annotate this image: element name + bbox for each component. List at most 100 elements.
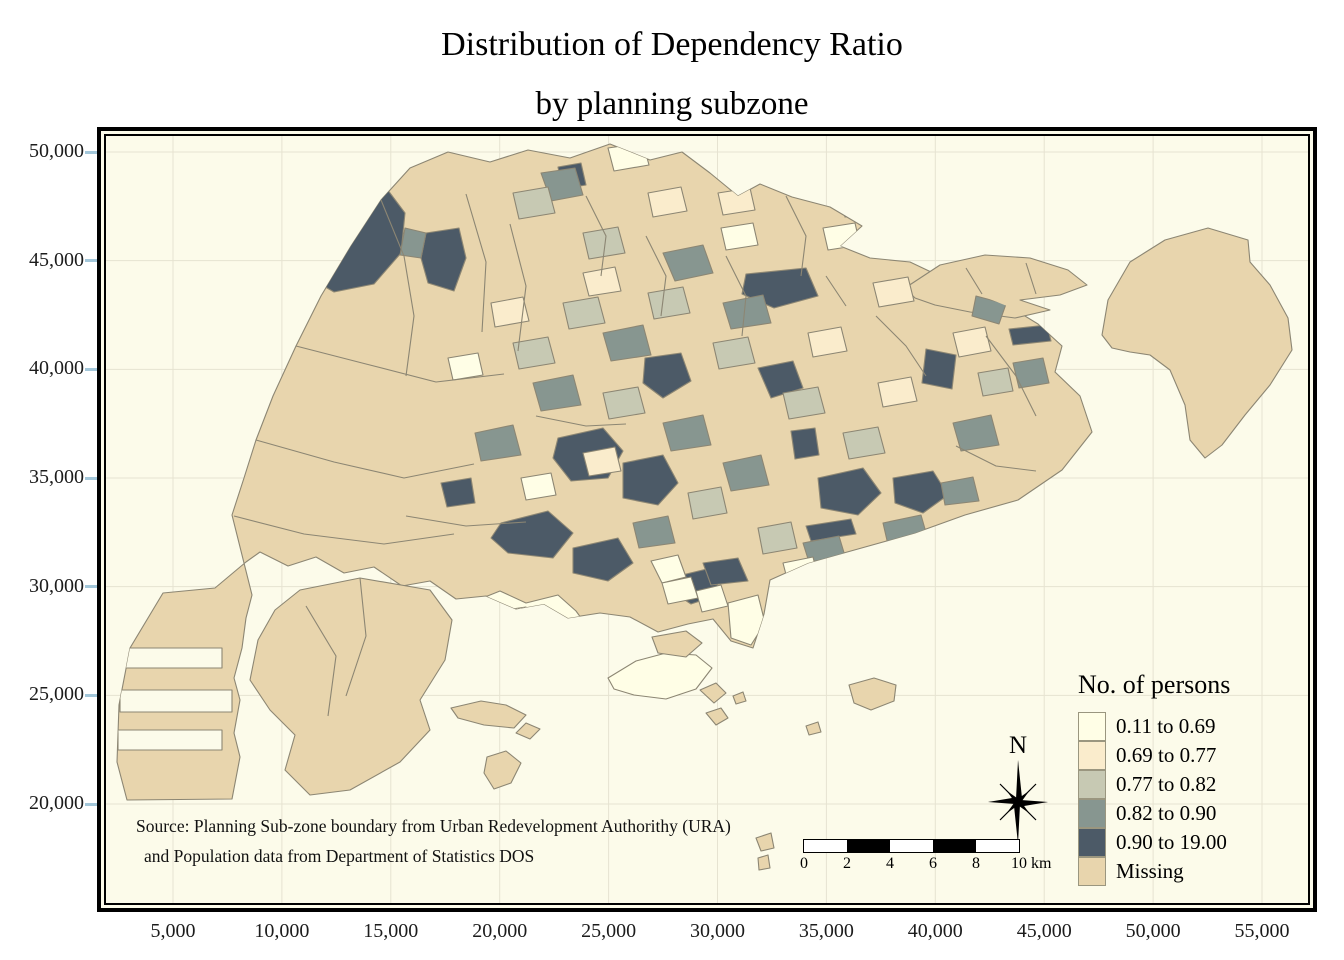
axis-tick-mark: [85, 367, 97, 371]
legend-swatch: [1078, 798, 1106, 828]
subzone-polygon: [722, 454, 770, 492]
scale-bar-segment: [933, 840, 976, 852]
legend-item: 0.11 to 0.69: [1078, 711, 1230, 741]
legend-swatch: [1078, 856, 1106, 886]
scale-bar-segment: [976, 840, 1019, 852]
scale-bar-tick-label: 6: [929, 855, 937, 872]
subzone-polygon: [757, 521, 798, 555]
subzone-polygon: [952, 414, 1000, 452]
subzone-polygon: [717, 187, 756, 216]
subzone-polygon: [1012, 357, 1050, 389]
legend-item: 0.82 to 0.90: [1078, 798, 1230, 828]
legend-swatch: [1078, 740, 1106, 770]
subzone-border-line: [295, 345, 505, 383]
legend-item: 0.69 to 0.77: [1078, 740, 1230, 770]
scale-bar-tick-label: 10: [1011, 855, 1027, 872]
legend-item: 0.90 to 19.00: [1078, 827, 1230, 857]
subzone-polygon: [647, 186, 688, 218]
subzone-polygon: [1008, 324, 1052, 346]
subzone-polygon: [877, 376, 918, 408]
x-axis-tick-label: 30,000: [690, 920, 745, 942]
subzone-polygon: [727, 594, 766, 646]
legend-class-label: 0.69 to 0.77: [1116, 743, 1217, 767]
scale-bar-tick-label: 0: [800, 855, 808, 872]
dock-cutout: [485, 606, 530, 626]
subzone-border-line: [825, 275, 847, 307]
x-axis-tick-label: 25,000: [581, 920, 637, 942]
small-island: [699, 682, 727, 704]
y-axis-tick-label: 25,000: [29, 683, 84, 706]
subzone-polygon: [447, 352, 484, 381]
subzone-polygon: [762, 156, 805, 188]
legend-item: Missing: [1078, 856, 1230, 886]
x-axis-tick-label: 40,000: [907, 920, 963, 942]
axis-tick-mark: [85, 802, 97, 806]
subzone-polygon: [440, 477, 476, 508]
subzone-polygon: [572, 537, 634, 582]
subzone-polygon: [650, 554, 687, 584]
small-island: [515, 722, 541, 740]
subzone-border-line: [785, 195, 807, 277]
subzone-polygon: [582, 446, 622, 477]
axis-tick-mark: [85, 693, 97, 697]
scale-bar-segment: [847, 840, 890, 852]
subzone-polygon: [490, 296, 530, 328]
subzone-border-line: [380, 199, 415, 377]
x-axis-tick-label: 35,000: [798, 920, 854, 942]
y-axis-tick-label: 30,000: [29, 574, 84, 597]
subzone-polygon: [807, 326, 848, 358]
subzone-polygon: [842, 426, 886, 460]
source-line-1: Source: Planning Sub-zone boundary from …: [136, 816, 731, 836]
subzone-border-line: [875, 315, 927, 377]
legend-class-label: 0.11 to 0.69: [1116, 714, 1216, 738]
subzone-polygon: [399, 227, 427, 259]
subzone-polygon: [757, 360, 804, 399]
map-canvas: No. of persons 0.11 to 0.69 0.69 to 0.77 0…: [104, 134, 1310, 905]
x-axis-tick-label: 45,000: [1016, 920, 1072, 942]
subzone-polygon: [582, 226, 626, 260]
scale-bar-tick-label: 4: [886, 855, 894, 872]
scale-bar-segment: [804, 840, 847, 852]
legend-class-label: 0.90 to 19.00: [1116, 830, 1227, 854]
southern-islands: [450, 630, 897, 871]
source-line-2: and Population data from Department of S…: [144, 846, 535, 866]
island-st-johns: [848, 677, 897, 711]
subzone-polygon: [647, 286, 691, 320]
subzone-border-line: [725, 255, 747, 337]
subzone-polygon: [632, 515, 676, 549]
y-axis-tick-label: 20,000: [29, 792, 84, 815]
source-credit: Source: Planning Sub-zone boundary from …: [136, 816, 731, 867]
title-line-1: Distribution of Dependency Ratio: [441, 26, 903, 63]
dock-cutout: [533, 618, 568, 638]
scale-bar-segments: [803, 839, 1020, 853]
y-axis-tick-label: 40,000: [29, 357, 84, 380]
island-brani: [651, 630, 703, 658]
x-axis-tick-label: 20,000: [472, 920, 528, 942]
legend-title: No. of persons: [1078, 670, 1231, 699]
small-island: [732, 691, 747, 705]
ubin-subzone-border: [965, 262, 1037, 295]
axis-tick-mark: [85, 476, 97, 480]
legend-class-label: 0.77 to 0.82: [1116, 772, 1217, 796]
island-jurong: [249, 577, 453, 796]
subzone-polygon: [952, 326, 992, 358]
island-semakau: [483, 750, 522, 790]
subzone-polygon: [532, 374, 582, 412]
subzone-polygon: [817, 467, 882, 516]
subzone-polygon: [662, 414, 712, 452]
scale-bar-unit: km: [1031, 855, 1052, 872]
subzone-polygon: [582, 266, 622, 297]
subzone-border-line: [509, 223, 527, 352]
subzone-polygon: [805, 518, 857, 542]
x-axis-tick-label: 50,000: [1125, 920, 1181, 942]
subzone-polygon: [474, 424, 522, 462]
subzone-polygon: [642, 352, 692, 399]
compass-rose-icon: [988, 760, 1048, 844]
title-line-2: by planning subzone: [535, 86, 809, 122]
subzone-polygon: [720, 222, 759, 251]
subzone-polygon: [872, 276, 915, 308]
subzone-polygon: [921, 348, 957, 390]
subzone-border-line: [535, 415, 627, 427]
north-arrow-label: N: [1008, 732, 1028, 759]
subzone-polygon: [712, 336, 756, 370]
